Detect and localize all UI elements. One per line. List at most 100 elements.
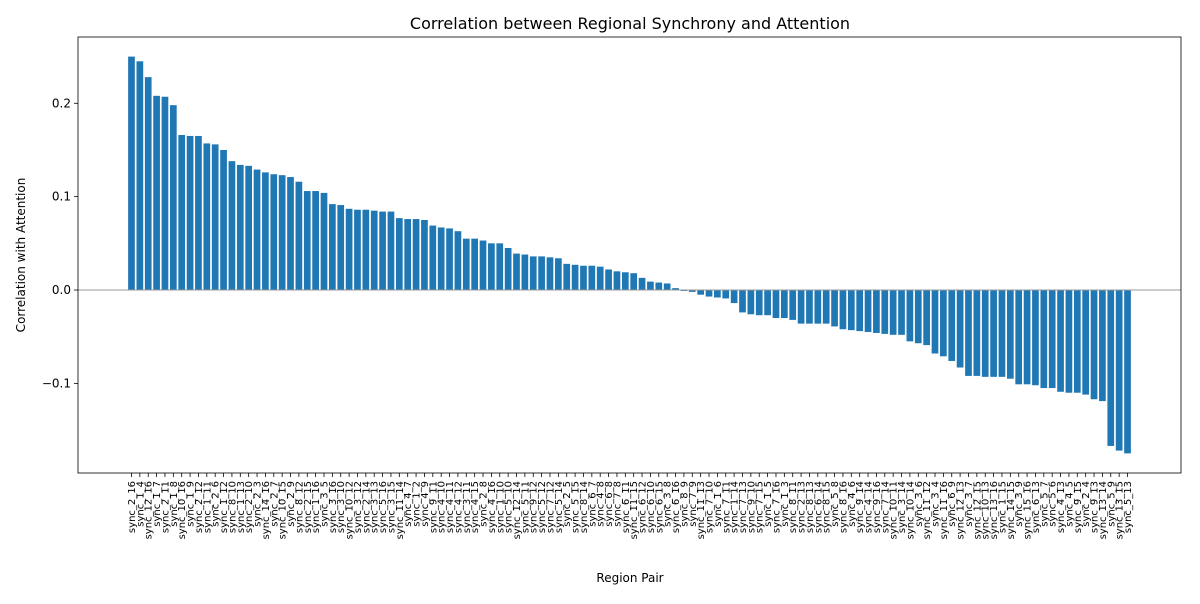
bar bbox=[211, 144, 219, 291]
bar bbox=[303, 191, 311, 291]
x-tick-label: sync_4_16 bbox=[487, 481, 498, 533]
bar bbox=[906, 290, 914, 342]
x-tick-label: sync_8_15 bbox=[822, 481, 833, 533]
x-tick-label: sync_3_8 bbox=[663, 481, 674, 527]
bar bbox=[714, 290, 721, 298]
bar bbox=[940, 290, 947, 357]
x-tick-label: sync_8_13 bbox=[805, 481, 816, 533]
bar bbox=[822, 290, 830, 324]
x-tick-label: sync_1_3 bbox=[780, 481, 791, 527]
bar bbox=[1090, 290, 1098, 400]
bar bbox=[128, 56, 135, 291]
bar bbox=[764, 290, 771, 316]
bar bbox=[898, 290, 905, 335]
y-tick-label: 0.2 bbox=[52, 96, 71, 110]
bar bbox=[1124, 290, 1131, 454]
x-tick-label: sync_2_7 bbox=[269, 481, 280, 527]
bar bbox=[287, 177, 294, 291]
x-tick-label: sync_8_12 bbox=[294, 481, 305, 533]
bar bbox=[504, 247, 512, 291]
x-tick-label: sync_4_15 bbox=[470, 481, 481, 533]
bar bbox=[161, 96, 169, 291]
x-tick-label: sync_4_13 bbox=[1056, 481, 1067, 533]
x-tick-label: sync_4_7 bbox=[403, 481, 414, 527]
bar bbox=[370, 210, 378, 291]
x-tick-label: sync_4_14 bbox=[864, 481, 875, 533]
bar bbox=[889, 290, 897, 335]
bar bbox=[529, 256, 537, 291]
x-tick-label: sync_6_11 bbox=[621, 481, 632, 533]
x-tick-label: sync_4_8 bbox=[596, 481, 607, 527]
x-tick-label: sync_1_13 bbox=[236, 481, 247, 533]
bar bbox=[379, 211, 386, 291]
bar bbox=[663, 283, 671, 291]
bar bbox=[772, 290, 780, 319]
x-tick-label: sync_10_12 bbox=[345, 481, 356, 539]
x-tick-label: sync_14_15 bbox=[1006, 481, 1017, 539]
bar bbox=[437, 227, 445, 291]
bar bbox=[688, 290, 696, 292]
bar bbox=[1099, 290, 1106, 402]
x-tick-label: sync_6_8 bbox=[604, 481, 615, 527]
x-tick-label: sync_1_9 bbox=[186, 481, 197, 527]
x-tick-label: sync_2_8 bbox=[479, 481, 490, 527]
x-tick-label: sync_1_16 bbox=[311, 481, 322, 533]
x-tick-label: sync_5_10 bbox=[504, 481, 515, 533]
y-axis-label: Correlation with Attention bbox=[14, 178, 28, 333]
x-tick-label: sync_7_16 bbox=[771, 481, 782, 533]
x-tick-label: sync_7_8 bbox=[612, 481, 623, 527]
x-tick-label: sync_15_16 bbox=[1023, 481, 1034, 539]
x-tick-label: sync_5_16 bbox=[378, 481, 389, 533]
bar bbox=[655, 282, 663, 291]
bar bbox=[395, 218, 403, 291]
bar bbox=[144, 77, 152, 291]
x-tick-label: sync_2_6 bbox=[211, 481, 222, 527]
x-tick-label: sync_2_16 bbox=[127, 481, 138, 533]
x-tick-label: sync_10_14 bbox=[905, 481, 916, 539]
x-tick-label: sync_9_15 bbox=[1073, 481, 1084, 533]
bar bbox=[262, 172, 269, 291]
x-tick-label: sync_9_13 bbox=[1090, 481, 1101, 533]
x-tick-label: sync_2_5 bbox=[562, 481, 573, 527]
bar bbox=[948, 290, 956, 361]
x-tick-label: sync_5_15 bbox=[571, 481, 582, 533]
bar bbox=[722, 290, 730, 299]
x-tick-label: sync_13_15 bbox=[1115, 481, 1126, 539]
x-tick-label: sync_5_8 bbox=[830, 481, 841, 527]
x-tick-label: sync_8_16 bbox=[838, 481, 849, 533]
bar bbox=[931, 290, 939, 354]
bar bbox=[454, 231, 462, 291]
x-tick-label: sync_2_13 bbox=[797, 481, 808, 533]
x-tick-label: sync_3_16 bbox=[328, 481, 339, 533]
bar bbox=[1015, 290, 1023, 385]
bar bbox=[421, 219, 428, 291]
x-tick-label: sync_13_14 bbox=[1098, 481, 1109, 539]
x-tick-label: sync_9_12 bbox=[529, 481, 540, 533]
chart-title: Correlation between Regional Synchrony a… bbox=[410, 14, 850, 33]
bar bbox=[169, 105, 177, 291]
x-tick-label: sync_1_2 bbox=[412, 481, 423, 527]
bar bbox=[621, 272, 629, 291]
bar bbox=[295, 181, 303, 291]
bar bbox=[186, 135, 194, 291]
x-tick-label: sync_12_14 bbox=[512, 481, 523, 539]
bar bbox=[856, 290, 864, 332]
bar bbox=[1073, 290, 1081, 393]
x-tick-label: sync_10_11 bbox=[889, 481, 900, 539]
x-tick-label: sync_6_16 bbox=[671, 481, 682, 533]
x-tick-label: sync_8_9 bbox=[679, 481, 690, 527]
x-tick-label: sync_7_9 bbox=[688, 481, 699, 527]
bar bbox=[839, 290, 847, 330]
x-tick-label: sync_1_7 bbox=[152, 481, 163, 527]
x-tick-label: sync_3_6 bbox=[914, 481, 925, 527]
x-tick-label: sync_7_10 bbox=[705, 481, 716, 533]
x-tick-label: sync_12_16 bbox=[144, 481, 155, 539]
x-tick-label: sync_2_12 bbox=[194, 481, 205, 533]
bar bbox=[228, 161, 236, 291]
bar bbox=[320, 192, 328, 291]
bar bbox=[580, 265, 587, 291]
bar bbox=[705, 290, 713, 297]
x-tick-label: sync_9_10 bbox=[746, 481, 757, 533]
bar bbox=[730, 290, 738, 304]
x-tick-label: sync_11_14 bbox=[395, 481, 406, 539]
